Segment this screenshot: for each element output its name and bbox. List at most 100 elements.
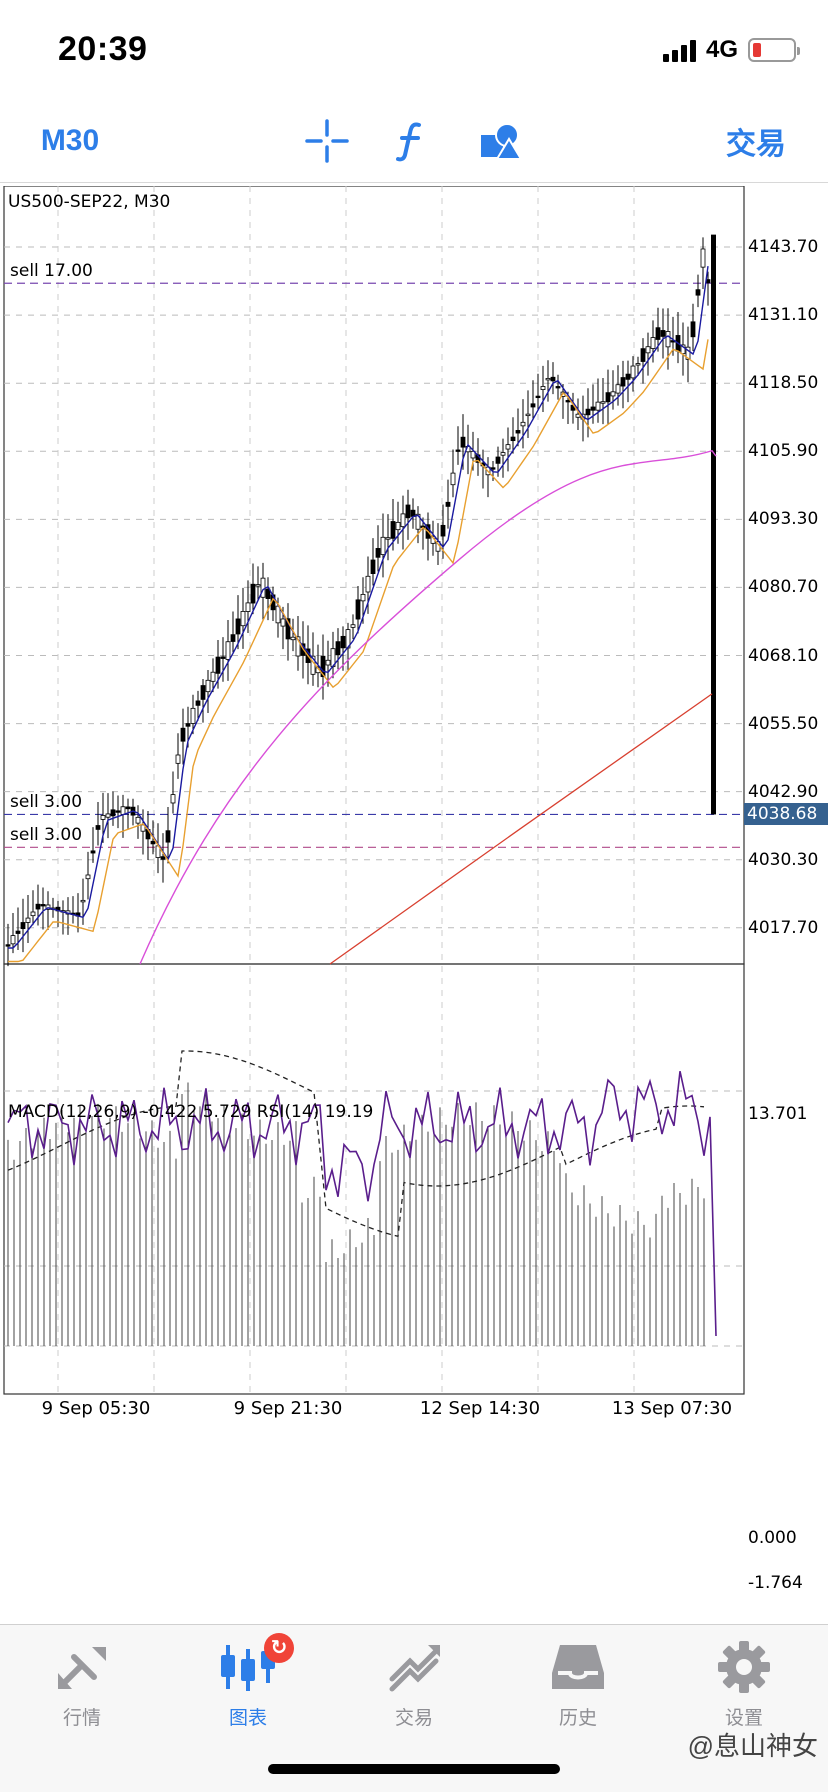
candle-body: [545, 378, 551, 381]
candle-body: [25, 917, 31, 923]
trade-icon: [384, 1639, 444, 1695]
chart-area[interactable]: US500-SEP22, M30 MACD(12,26,9) -0.422 5.…: [0, 186, 828, 1606]
candle-body: [30, 911, 36, 917]
candle-body: [200, 685, 206, 700]
chart-toolbar: M30 交易: [0, 108, 828, 174]
candle-body: [150, 840, 156, 845]
macd-axis-bottom: -1.764: [748, 1573, 803, 1593]
tab-quotes[interactable]: 行情: [22, 1639, 142, 1730]
timeframe-button[interactable]: M30: [30, 108, 110, 174]
toolbar-divider: [0, 182, 828, 183]
candle-body: [370, 559, 376, 575]
candle-body: [410, 509, 416, 517]
candle-body: [380, 536, 386, 555]
timeframe-label: M30: [40, 124, 100, 157]
tab-trade-label: 交易: [394, 1708, 433, 1729]
ma-fast-line: [8, 266, 709, 949]
tab-history-label: 历史: [558, 1708, 597, 1729]
candle-body: [225, 641, 231, 660]
tab-settings[interactable]: 设置: [684, 1639, 804, 1730]
tab-quotes-label: 行情: [62, 1708, 101, 1729]
trade-button[interactable]: 交易: [716, 108, 796, 174]
candle-body: [515, 430, 521, 434]
ma-long-line: [329, 693, 713, 965]
time-label: 9 Sep 05:30: [41, 1398, 151, 1419]
candle-body: [490, 467, 496, 470]
candle-body: [220, 656, 226, 659]
chart-canvas[interactable]: [0, 186, 828, 1606]
candle-body: [15, 930, 21, 934]
candle-body: [625, 373, 631, 380]
candle-body: [400, 513, 406, 528]
candle-body: [375, 548, 381, 558]
candle-body: [135, 816, 141, 824]
candle-body: [10, 935, 16, 945]
status-time: 20:39: [58, 30, 148, 68]
candle-body: [110, 809, 116, 817]
objects-button[interactable]: [472, 108, 528, 174]
indicators-button[interactable]: [386, 108, 436, 174]
candle-body: [95, 825, 101, 830]
price-label: 4131.10: [748, 305, 819, 326]
candle-body: [445, 501, 451, 507]
candle-body: [265, 588, 271, 599]
crosshair-button[interactable]: [300, 108, 354, 174]
candle-body: [175, 754, 181, 764]
candle-body: [505, 444, 511, 450]
order-label: sell 17.00: [10, 261, 93, 282]
price-label: 4105.90: [748, 441, 819, 462]
candle-body: [280, 618, 286, 627]
chart-icon: ↻: [218, 1633, 294, 1695]
tab-trade[interactable]: 交易: [354, 1639, 474, 1730]
candle-body: [320, 655, 326, 678]
candle-body: [620, 377, 626, 387]
candle-body: [460, 436, 466, 448]
candle-body: [295, 636, 301, 657]
candle-body: [335, 641, 341, 656]
price-label: 4055.50: [748, 713, 819, 734]
candle-body: [405, 504, 411, 519]
candle-body: [105, 813, 111, 818]
candle-body: [660, 330, 666, 337]
candle-body: [455, 449, 461, 452]
price-label: 4017.70: [748, 917, 819, 938]
order-label: sell 3.00: [10, 825, 83, 846]
candle-body: [655, 327, 661, 340]
candle-body: [535, 395, 541, 399]
candle-body: [640, 348, 646, 362]
shapes-icon: [481, 123, 523, 160]
candle-body: [350, 624, 356, 628]
candle-body: [20, 922, 26, 930]
candle-body: [395, 521, 401, 531]
candle-body: [525, 413, 531, 417]
candle-body: [630, 365, 636, 379]
ma-mid-line: [8, 339, 709, 963]
candle-body: [340, 635, 346, 649]
candle-body: [610, 391, 616, 397]
candle-body: [160, 856, 166, 860]
candle-body: [290, 636, 296, 641]
candle-body: [170, 794, 176, 804]
candle-body: [215, 656, 221, 674]
network-label: 4G: [705, 36, 738, 63]
candle-body: [125, 806, 131, 810]
candle-body: [600, 401, 606, 404]
candle-body: [510, 436, 516, 442]
candle-body: [495, 456, 501, 464]
ma-slow-line: [139, 449, 717, 965]
status-indicators: 4G: [662, 36, 800, 64]
candle-body: [255, 584, 261, 587]
tab-chart[interactable]: ↻ 图表: [188, 1633, 308, 1730]
candle-body: [390, 521, 396, 539]
candle-body: [365, 575, 371, 593]
candle-body: [80, 899, 86, 903]
candle-body: [385, 537, 391, 540]
candle-body: [470, 450, 476, 459]
current-price-tag: 4038.68: [744, 803, 828, 826]
macd-axis-top: 13.701: [748, 1104, 808, 1124]
candle-body: [615, 384, 621, 394]
tab-history[interactable]: 历史: [518, 1639, 638, 1730]
price-label: 4118.50: [748, 373, 819, 394]
candle-body: [120, 806, 126, 815]
candle-body: [205, 679, 211, 693]
